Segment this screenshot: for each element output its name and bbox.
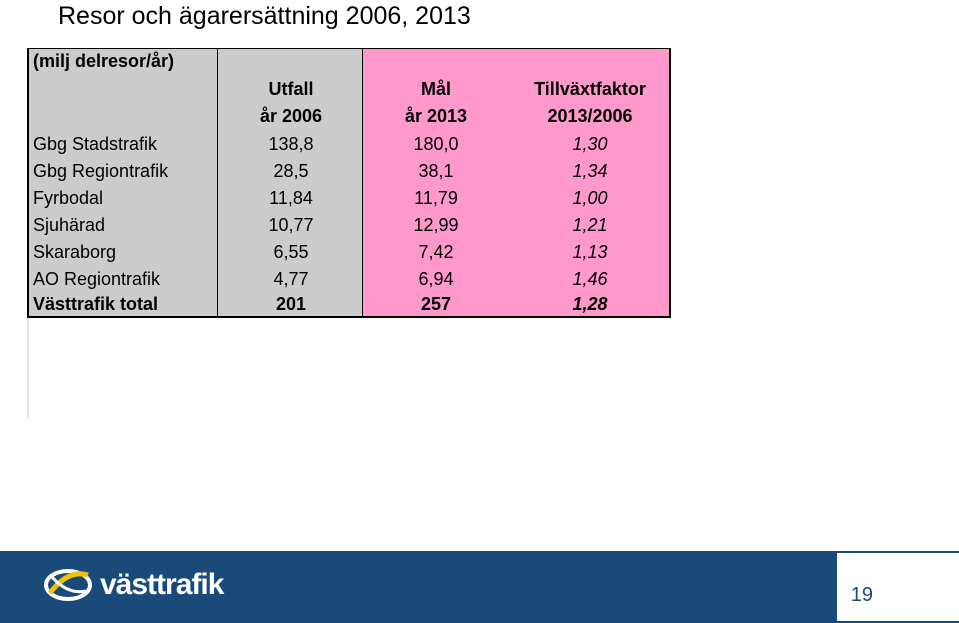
target-column xyxy=(363,48,671,318)
row-utfall: 11,84 xyxy=(269,188,313,208)
utfall-column xyxy=(218,48,364,318)
page-title: Resor och ägarersättning 2006, 2013 xyxy=(58,2,471,30)
row-label: AO Regiontrafik xyxy=(33,269,161,289)
row-utfall: 6,55 xyxy=(273,242,309,262)
row-growth-factor: 1,00 xyxy=(572,188,608,208)
row-label: Gbg Stadstrafik xyxy=(33,134,158,154)
header-mal-year: år 2013 xyxy=(404,106,468,126)
header-growth-factor-period: 2013/2006 xyxy=(547,106,633,126)
row-mal: 12,99 xyxy=(413,215,459,235)
row-mal: 180,0 xyxy=(413,134,459,154)
divider xyxy=(27,318,29,418)
row-label: Fyrbodal xyxy=(33,188,104,208)
row-mal: 7,42 xyxy=(418,242,454,262)
row-label: Sjuhärad xyxy=(33,215,106,235)
row-growth-factor: 1,34 xyxy=(572,161,608,181)
row-label: Gbg Regiontrafik xyxy=(33,161,169,181)
vasttrafik-logo: västtrafik xyxy=(42,565,224,605)
header-utfall: Utfall xyxy=(268,79,314,99)
row-mal: 38,1 xyxy=(418,161,454,181)
footer-bar: västtrafik xyxy=(0,551,959,623)
logo-text: västtrafik xyxy=(100,568,224,601)
total-growth-factor: 1,28 xyxy=(572,294,608,314)
row-mal: 6,94 xyxy=(418,269,454,289)
unit-label: (milj delresor/år) xyxy=(33,51,175,71)
row-growth-factor: 1,46 xyxy=(572,269,608,289)
total-utfall: 201 xyxy=(275,294,307,314)
header-growth-factor: Tillväxtfaktor xyxy=(534,79,646,99)
total-label: Västtrafik total xyxy=(33,294,159,314)
row-label: Skaraborg xyxy=(33,242,117,262)
page-number: 19 xyxy=(850,584,873,606)
row-mal: 11,79 xyxy=(414,188,458,208)
row-growth-factor: 1,13 xyxy=(572,242,608,262)
row-growth-factor: 1,30 xyxy=(572,134,608,154)
total-mal: 257 xyxy=(420,294,452,314)
row-growth-factor: 1,21 xyxy=(572,215,608,235)
label-column xyxy=(27,48,219,318)
page-number-box xyxy=(837,553,959,621)
row-utfall: 28,5 xyxy=(273,161,309,181)
swoosh-icon xyxy=(44,569,92,601)
row-utfall: 138,8 xyxy=(268,134,314,154)
row-utfall: 4,77 xyxy=(273,269,309,289)
header-utfall-year: år 2006 xyxy=(259,106,323,126)
header-mal: Mål xyxy=(420,79,451,99)
row-utfall: 10,77 xyxy=(268,215,314,235)
